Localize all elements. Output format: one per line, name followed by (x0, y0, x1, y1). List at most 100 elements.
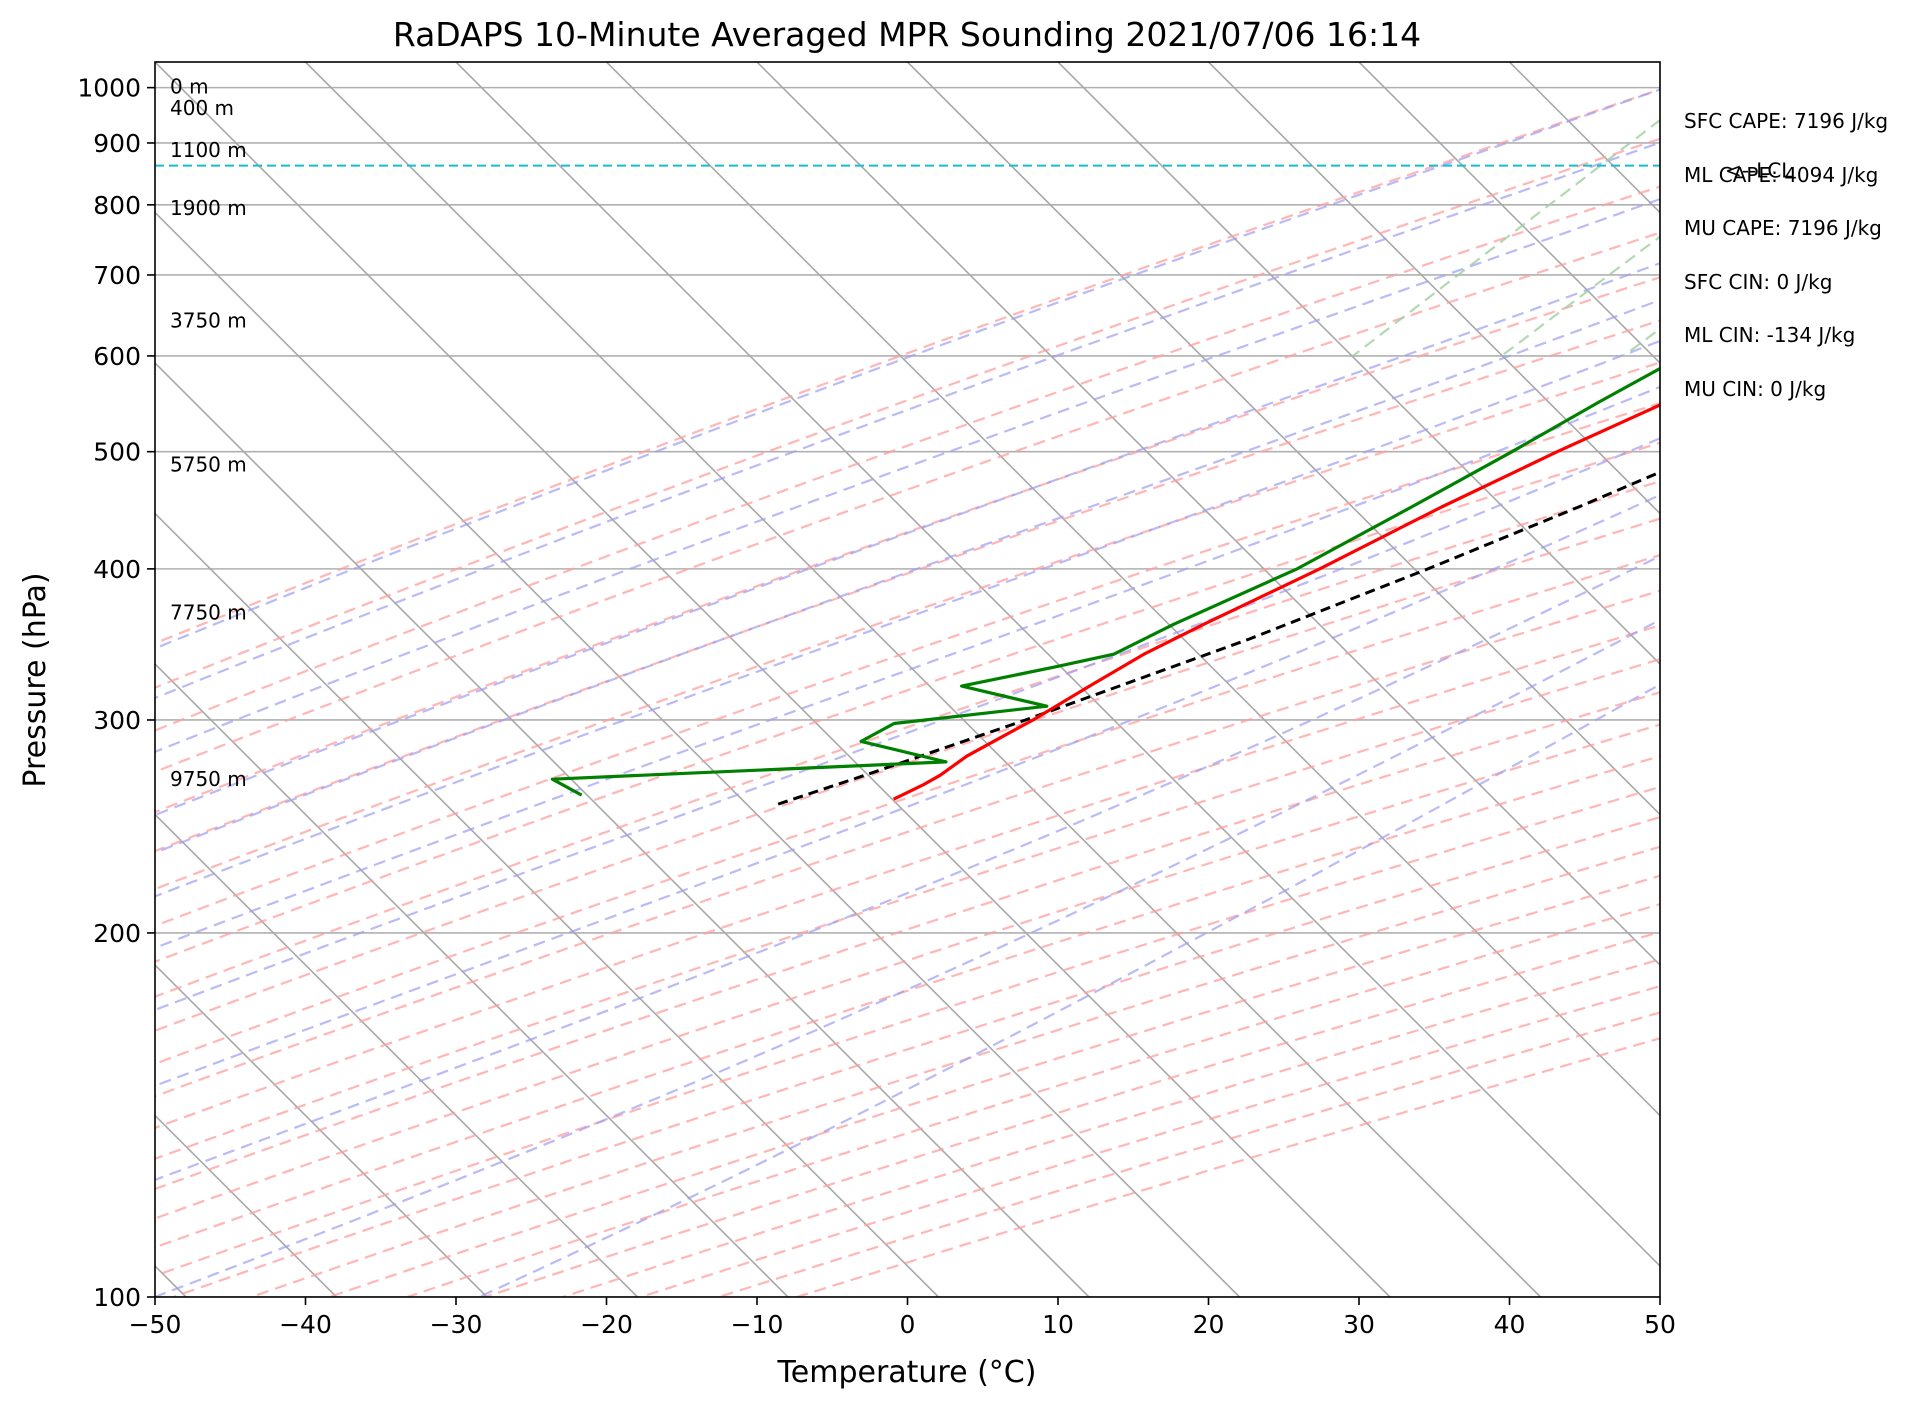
moist-adiabat (155, 385, 1660, 950)
y-tick-label: 400 (93, 555, 141, 584)
isotherm-line (756, 62, 1660, 967)
y-tick-label: 800 (93, 191, 141, 220)
dry-adiabat (250, 845, 1660, 1297)
x-tick-label: −20 (580, 1310, 633, 1339)
y-axis-ticks: 100 200 300 400 500 600 700 800 900 1000 (77, 74, 155, 1312)
moist-adiabat (155, 618, 1660, 1297)
dry-adiabats (155, 88, 1660, 1297)
dry-adiabat (155, 361, 1660, 891)
isotherm-line (455, 62, 1660, 1268)
ml-cin: ML CIN: -134 J/kg (1684, 323, 1855, 347)
x-tick-label: 0 (900, 1310, 916, 1339)
isotherm-grid (155, 62, 1660, 1297)
dry-adiabat (155, 441, 1660, 963)
y-tick-label: 200 (93, 919, 141, 948)
isotherm-line (906, 62, 1660, 816)
height-label: 7750 m (170, 601, 247, 625)
height-label: 400 m (170, 96, 234, 120)
isotherm-line (1207, 62, 1660, 515)
dry-adiabat (155, 658, 1660, 1160)
parcel-profile (774, 470, 1660, 807)
plot-frame (154, 61, 1661, 1298)
dry-adiabat (155, 691, 1660, 1191)
isotherm-line (605, 62, 1660, 1117)
moist-adiabat (155, 554, 1660, 1182)
dry-adiabat (155, 624, 1660, 1130)
isotherm-line (1358, 62, 1660, 365)
x-axis-label: Temperature (°C) (777, 1355, 1037, 1390)
isotherm-line (304, 62, 1542, 1297)
dry-adiabat (155, 88, 1660, 645)
isotherm-line (155, 512, 940, 1297)
dry-adiabat (155, 185, 1660, 732)
dry-adiabat (640, 985, 1660, 1297)
dewpoint-profile (550, 366, 1660, 797)
mixing-ratio-line (1867, 62, 1925, 356)
plot-area (155, 62, 1925, 1297)
x-tick-label: −10 (731, 1310, 784, 1339)
y-tick-label: 900 (93, 129, 141, 158)
dry-adiabat (155, 754, 1660, 1249)
height-labels: 9750 m 7750 m 5750 m 3750 m 1900 m 1100 m 400 … (170, 75, 247, 792)
moist-adiabat (155, 339, 1660, 898)
dry-adiabat (155, 276, 1660, 814)
dry-adiabat (718, 1011, 1660, 1297)
sfc-cape: SFC CAPE: 7196 J/kg (1684, 109, 1888, 133)
dry-adiabat (406, 903, 1660, 1297)
temperature-profile (892, 403, 1660, 801)
isotherm-line (155, 211, 1241, 1297)
lcl-label: <--LCL (1725, 159, 1793, 183)
isotherm-line (155, 361, 1090, 1297)
isobar-grid (155, 86, 1660, 1297)
height-label: 1900 m (170, 196, 247, 220)
x-tick-label: 30 (1343, 1310, 1375, 1339)
height-label: 3750 m (170, 308, 247, 332)
dry-adiabat (155, 589, 1660, 1098)
dry-adiabat (155, 553, 1660, 1065)
isotherm-line (1057, 62, 1660, 666)
moist-adiabat (155, 262, 1660, 817)
y-tick-label: 700 (93, 261, 141, 290)
mixing-ratio-line (1622, 327, 1660, 357)
moist-adiabats (155, 88, 1660, 1297)
moist-adiabat (155, 493, 1660, 1087)
isotherm-line (1659, 62, 1660, 64)
dry-adiabat (155, 723, 1660, 1220)
dry-adiabat (155, 517, 1660, 1032)
chart-title: RaDAPS 10-Minute Averaged MPR Sounding 2… (393, 15, 1421, 54)
y-axis-label: Pressure (hPa) (18, 572, 53, 787)
y-tick-label: 1000 (77, 74, 141, 103)
height-label: 5750 m (170, 452, 247, 476)
y-tick-label: 100 (93, 1283, 141, 1312)
isotherm-line (155, 963, 488, 1297)
sfc-cin: SFC CIN: 0 J/kg (1684, 270, 1832, 294)
dry-adiabat (155, 402, 1660, 928)
dry-adiabat (155, 231, 1660, 774)
y-tick-label: 300 (93, 706, 141, 735)
mixing-ratio-line (1754, 62, 1925, 356)
x-tick-label: −50 (129, 1310, 182, 1339)
isotherm-line (155, 662, 789, 1297)
dry-adiabat (328, 874, 1660, 1297)
dry-adiabat (155, 480, 1660, 998)
y-tick-label: 600 (93, 342, 141, 371)
x-tick-label: −30 (430, 1310, 483, 1339)
mu-cin: MU CIN: 0 J/kg (1684, 377, 1826, 401)
dry-adiabat (155, 319, 1660, 853)
moist-adiabat (155, 298, 1660, 854)
x-tick-label: 50 (1644, 1310, 1676, 1339)
x-tick-label: 10 (1042, 1310, 1074, 1339)
moist-adiabat (478, 683, 1660, 1297)
dry-adiabat (155, 137, 1660, 689)
height-label: 0 m (170, 75, 209, 99)
x-tick-label: 40 (1494, 1310, 1526, 1339)
mu-cape: MU CAPE: 7196 J/kg (1684, 216, 1882, 240)
y-tick-label: 500 (93, 438, 141, 467)
height-label: 9750 m (170, 767, 247, 791)
moist-adiabat (155, 141, 1660, 700)
x-tick-label: −40 (279, 1310, 332, 1339)
x-tick-label: 20 (1193, 1310, 1225, 1339)
isotherm-line (155, 62, 1391, 1297)
isotherm-line (1508, 62, 1660, 214)
